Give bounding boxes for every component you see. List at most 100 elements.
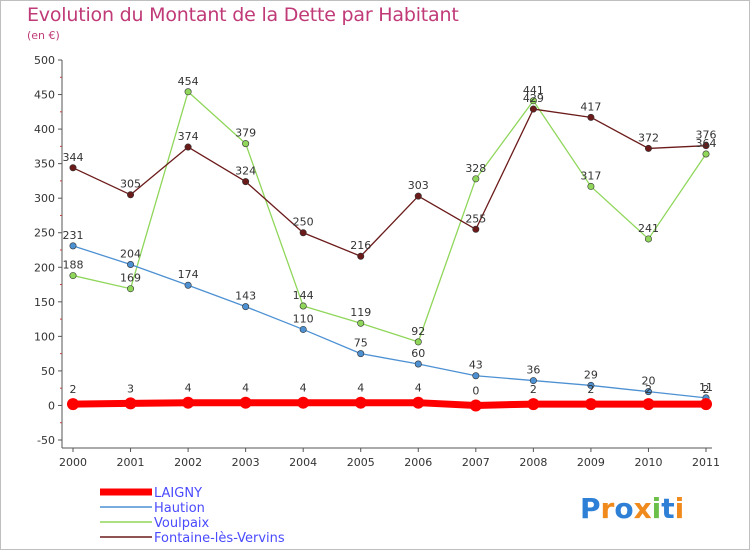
data-label: 92 xyxy=(411,325,425,338)
data-point xyxy=(587,182,595,190)
legend-label: Voulpaix xyxy=(154,516,210,531)
y-tick-label: 300 xyxy=(34,192,55,205)
data-label: 2 xyxy=(703,383,710,396)
data-label: 255 xyxy=(465,212,486,225)
data-point xyxy=(67,398,79,411)
data-point xyxy=(242,303,250,311)
y-tick-label: 150 xyxy=(34,296,55,309)
logo-text: Proxiti xyxy=(580,492,684,525)
data-point xyxy=(242,140,250,148)
data-point xyxy=(587,381,595,389)
data-label: 4 xyxy=(357,382,364,395)
y-tick-label: 350 xyxy=(34,158,55,171)
logo-letter: t xyxy=(661,492,674,525)
y-tick-label: 250 xyxy=(34,227,55,240)
data-label: 328 xyxy=(465,162,486,175)
data-label: 231 xyxy=(63,229,84,242)
series-line-fontaine-l-s-vervins xyxy=(72,108,707,257)
data-point xyxy=(184,281,192,289)
data-point xyxy=(529,105,537,113)
data-label: 303 xyxy=(408,179,429,192)
x-tick-label: 2005 xyxy=(347,456,375,469)
data-label: 3 xyxy=(127,382,134,395)
data-point xyxy=(587,113,595,121)
data-point xyxy=(412,396,425,409)
data-label: 36 xyxy=(526,364,540,377)
data-point xyxy=(357,350,365,358)
data-label: 4 xyxy=(185,382,192,395)
data-label: 374 xyxy=(178,130,199,143)
data-point xyxy=(127,261,135,269)
y-tick-label: 500 xyxy=(34,54,55,67)
logo-letter: x xyxy=(634,492,652,525)
x-tick-label: 2009 xyxy=(577,456,605,469)
x-tick-label: 2010 xyxy=(634,456,662,469)
data-point xyxy=(239,396,252,409)
data-point xyxy=(299,229,307,237)
data-label: 75 xyxy=(354,337,368,350)
data-point xyxy=(184,143,192,151)
data-label: 4 xyxy=(300,382,307,395)
legend-label: LAIGNY xyxy=(154,486,202,501)
data-label: 317 xyxy=(580,169,601,182)
logo-letter: i xyxy=(652,492,662,525)
data-label: 2 xyxy=(587,383,594,396)
data-point xyxy=(127,191,135,199)
y-tick-label: 50 xyxy=(41,365,55,378)
data-label: 241 xyxy=(638,222,659,235)
data-label: 324 xyxy=(235,165,256,178)
data-label: 43 xyxy=(469,359,483,372)
data-point xyxy=(297,396,310,409)
data-label: 417 xyxy=(580,100,601,113)
data-label: 169 xyxy=(120,272,141,285)
data-label: 143 xyxy=(235,290,256,303)
data-label: 250 xyxy=(293,216,314,229)
data-label: 60 xyxy=(411,347,425,360)
data-label: 305 xyxy=(120,178,141,191)
y-tick-label: 200 xyxy=(34,261,55,274)
data-point xyxy=(414,338,422,346)
data-label: 344 xyxy=(63,151,84,164)
data-point xyxy=(414,360,422,368)
data-label: 441 xyxy=(523,84,544,97)
data-point xyxy=(357,252,365,260)
x-tick-label: 2003 xyxy=(232,456,260,469)
legend: LAIGNYHautionVoulpaixFontaine-lès-Vervin… xyxy=(100,486,285,546)
series-line-laigny xyxy=(72,399,706,409)
data-point xyxy=(69,272,77,280)
data-point xyxy=(527,398,540,411)
data-label: 454 xyxy=(178,75,199,88)
data-point xyxy=(584,398,597,411)
data-point xyxy=(299,302,307,310)
data-point xyxy=(472,225,480,233)
data-label: 20 xyxy=(641,375,655,388)
data-label: 119 xyxy=(350,306,371,319)
x-tick-label: 2000 xyxy=(59,456,87,469)
data-label: 204 xyxy=(120,248,141,261)
data-label: 2 xyxy=(70,383,77,396)
data-point xyxy=(700,398,712,411)
data-point xyxy=(644,144,652,152)
data-point xyxy=(529,97,537,105)
data-label: 372 xyxy=(638,131,659,144)
series-line-haution xyxy=(72,245,707,399)
data-point xyxy=(354,396,367,409)
data-point xyxy=(414,192,422,200)
data-point xyxy=(472,175,480,183)
data-label: 110 xyxy=(293,312,314,325)
proxiti-logo: Proxiti xyxy=(580,492,684,525)
data-point xyxy=(644,235,652,243)
data-label: 429 xyxy=(523,92,544,105)
logo-letter: o xyxy=(614,492,633,525)
data-label: 144 xyxy=(293,289,314,302)
legend-label: Fontaine-lès-Vervins xyxy=(154,531,285,546)
data-point xyxy=(127,285,135,293)
data-point xyxy=(242,178,250,186)
data-point xyxy=(642,398,655,411)
data-point xyxy=(124,397,137,410)
chart-title: Evolution du Montant de la Dette par Hab… xyxy=(27,4,459,26)
data-label: 4 xyxy=(242,382,249,395)
x-tick-label: 2004 xyxy=(289,456,317,469)
